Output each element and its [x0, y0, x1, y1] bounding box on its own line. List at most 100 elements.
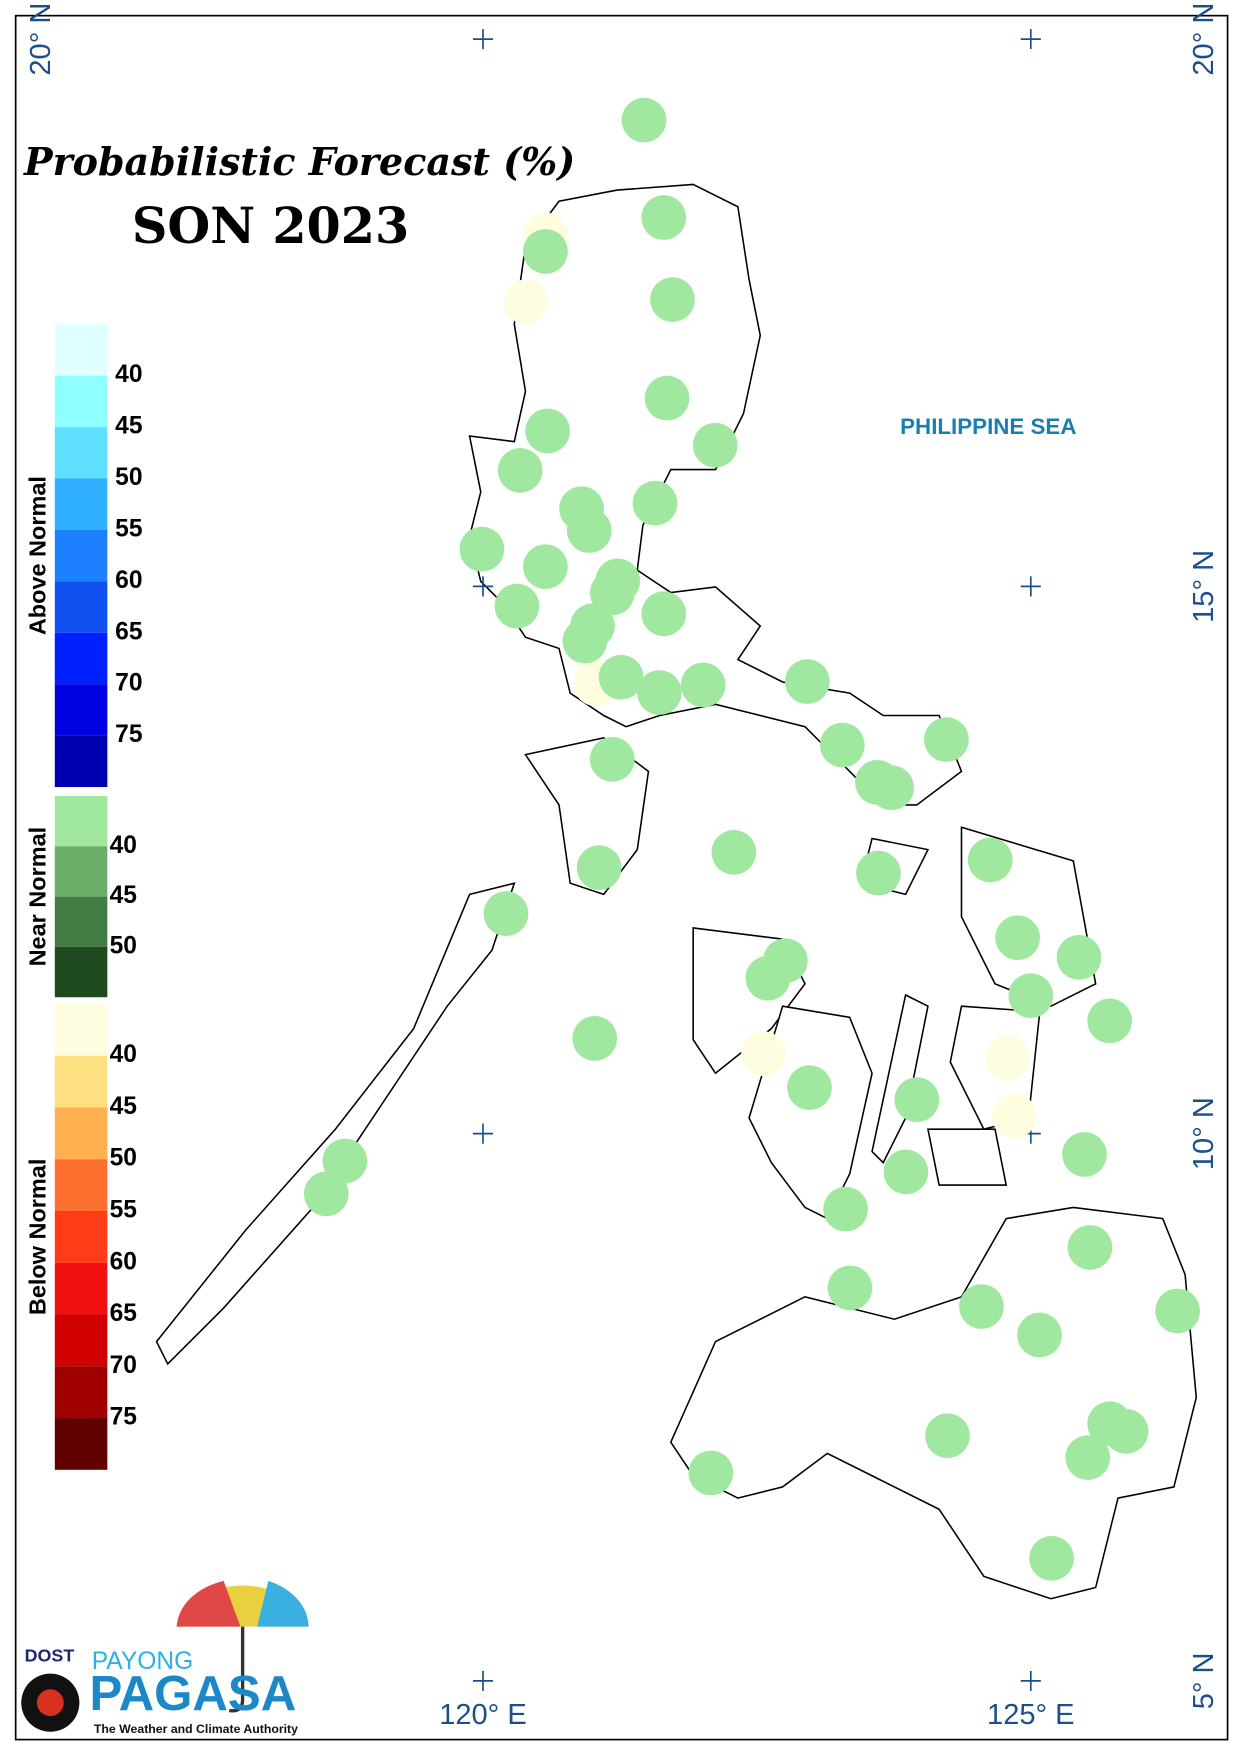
legend-label: 65	[110, 1300, 137, 1327]
station-forecast	[589, 570, 635, 616]
station-forecast	[641, 591, 687, 637]
legend-label: 45	[110, 1093, 137, 1120]
station-forecast	[1087, 998, 1133, 1044]
umbrella-handle	[228, 1626, 245, 1713]
legend-swatch	[54, 375, 108, 428]
logo-brand-top: PAYONG	[92, 1648, 194, 1675]
station-forecast	[572, 1016, 618, 1061]
graticule: 20° N 20° N 15° N 10° N 5° N 120° E 125° E	[25, 3, 1220, 1731]
station-forecast	[692, 422, 738, 468]
logo: DOST PAYONG PAGASA The Weather and Clima…	[21, 1580, 309, 1736]
legend-label: 75	[110, 1404, 137, 1431]
station-forecast	[494, 583, 540, 629]
legend-swatch	[54, 1211, 108, 1263]
legend-label: 40	[110, 832, 137, 859]
station-forecast	[711, 829, 757, 875]
legend-swatch	[54, 1314, 108, 1367]
legend-swatch	[54, 1262, 108, 1315]
station-forecast	[1029, 1535, 1074, 1581]
station-forecast	[894, 1077, 940, 1123]
legend-swatch	[54, 846, 108, 897]
station-forecast	[525, 408, 570, 454]
station-forecast	[1065, 1435, 1111, 1480]
legend-swatch	[54, 632, 108, 685]
dost-emblem-center	[36, 1689, 64, 1717]
legend-swatch	[54, 896, 108, 947]
station-forecast	[985, 1035, 1031, 1081]
legend-label: 75	[115, 721, 142, 748]
station-forecast	[995, 915, 1041, 961]
map-title: Probabilistic Forecast (%)	[23, 139, 575, 184]
legend-label: 60	[115, 567, 142, 594]
lat-label: 20° N	[1188, 3, 1220, 76]
lat-label: 10° N	[1188, 1097, 1220, 1170]
umbrella-blue	[257, 1580, 309, 1627]
umbrella-red	[176, 1580, 241, 1627]
legend-group-title: Above Normal	[24, 476, 50, 635]
legend-swatch	[54, 735, 108, 788]
legend-group-title: Below Normal	[24, 1159, 50, 1316]
station-forecast	[589, 736, 635, 782]
legend-swatch	[54, 581, 108, 633]
legend-label: 50	[110, 932, 137, 959]
station-forecast	[576, 845, 622, 891]
legend-swatch	[54, 684, 108, 736]
station-forecast	[784, 659, 830, 704]
legend-label: 60	[110, 1248, 137, 1275]
station-forecast	[1103, 1408, 1149, 1454]
legend-swatch	[54, 1003, 108, 1056]
station-forecast	[688, 1450, 734, 1496]
station-forecast	[637, 670, 682, 715]
legend-swatch	[54, 946, 108, 998]
station-forecast	[483, 891, 529, 937]
station-forecast	[967, 837, 1013, 883]
legend-swatch	[54, 1055, 108, 1108]
station-forecast	[632, 480, 678, 526]
station-forecast	[523, 544, 568, 590]
legend-label: 65	[115, 618, 142, 645]
legend-label: 50	[115, 464, 142, 491]
lon-label: 120° E	[439, 1699, 527, 1731]
legend: 40 45 50 55 60 65 70 75 Above Normal 40 45 50 Near N…	[24, 324, 143, 1470]
station-forecast	[650, 277, 695, 322]
legend-swatch	[54, 427, 108, 479]
station-forecast	[959, 1284, 1004, 1329]
legend-label: 50	[110, 1145, 137, 1172]
legend-label: 70	[115, 670, 142, 697]
legend-label: 55	[110, 1197, 137, 1224]
station-forecast	[827, 1265, 873, 1311]
station-forecast	[503, 279, 549, 325]
station-forecast	[497, 448, 543, 493]
station-forecast	[823, 1186, 868, 1232]
legend-swatch	[54, 1418, 108, 1470]
station-forecast	[322, 1138, 368, 1184]
stations	[303, 97, 1200, 1581]
legend-swatch	[54, 1159, 108, 1212]
logo-brand: PAGASA	[89, 1666, 296, 1721]
station-forecast	[641, 195, 687, 240]
station-forecast	[992, 1093, 1037, 1139]
station-forecast	[459, 526, 505, 572]
station-forecast	[869, 765, 915, 811]
station-forecast	[856, 850, 901, 896]
station-forecast	[741, 1031, 786, 1077]
station-forecast	[1155, 1288, 1200, 1334]
legend-label: 70	[110, 1352, 137, 1379]
lat-label: 5° N	[1188, 1652, 1220, 1709]
legend-swatch	[54, 478, 108, 530]
bohol	[926, 1128, 1008, 1186]
lon-label: 125° E	[987, 1699, 1075, 1731]
legend-swatch	[54, 529, 108, 582]
station-forecast	[1062, 1132, 1107, 1177]
station-forecast	[745, 955, 791, 1001]
mindanao	[669, 1206, 1198, 1600]
lat-label: 20° N	[25, 3, 57, 76]
lat-label: 15° N	[1188, 550, 1220, 623]
station-forecast	[598, 654, 644, 700]
logo-agency: DOST	[25, 1646, 75, 1666]
station-forecast	[566, 508, 612, 553]
station-forecast	[1017, 1312, 1062, 1358]
legend-swatch	[54, 796, 108, 847]
